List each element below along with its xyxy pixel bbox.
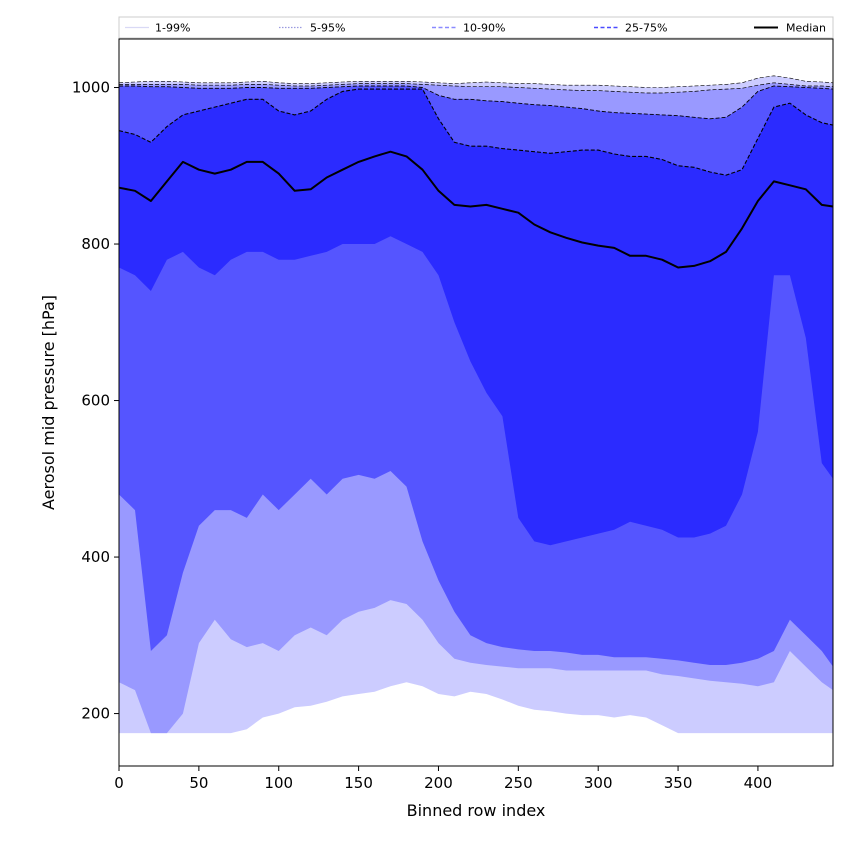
x-tick-label: 300	[584, 774, 613, 792]
x-tick-label: 350	[664, 774, 693, 792]
plot-frame	[118, 38, 834, 767]
x-tick-label: 200	[424, 774, 453, 792]
x-tick-label: 250	[504, 774, 533, 792]
legend-label-10-90: 10-90%	[463, 22, 505, 35]
legend-label-1-99: 1-99%	[155, 22, 190, 35]
y-tick-label: 200	[81, 705, 110, 723]
y-tick-label: 800	[81, 235, 110, 253]
x-tick-label: 150	[344, 774, 373, 792]
band-upper-line-10-90	[119, 85, 834, 120]
legend-label-median: Median	[786, 22, 826, 35]
x-tick-label: 100	[264, 774, 293, 792]
series-line-median	[118, 150, 834, 269]
x-axis-label: Binned row index	[407, 801, 546, 820]
legend-label-25-75: 25-75%	[625, 22, 667, 35]
x-tick-label: 50	[189, 774, 208, 792]
band-25-75	[119, 89, 833, 546]
y-axis-label: Aerosol mid pressure [hPa]	[39, 295, 58, 510]
legend: 1-99% 5-95% 10-90% 25-75% Median	[118, 16, 834, 39]
legend-label-5-95: 5-95%	[310, 22, 345, 35]
x-tick-label: 400	[744, 774, 773, 792]
band-upper-line-25-75	[118, 88, 834, 176]
y-tick-label: 600	[81, 392, 110, 410]
x-tick-label: 0	[114, 774, 124, 792]
axes: 0 50 100 150 200 250 300 350 400 200 400 600 800 1000	[72, 79, 772, 792]
y-tick-label: 1000	[72, 79, 110, 97]
legend-box	[118, 16, 834, 39]
plot-area	[118, 75, 834, 734]
y-tick-label: 400	[81, 548, 110, 566]
